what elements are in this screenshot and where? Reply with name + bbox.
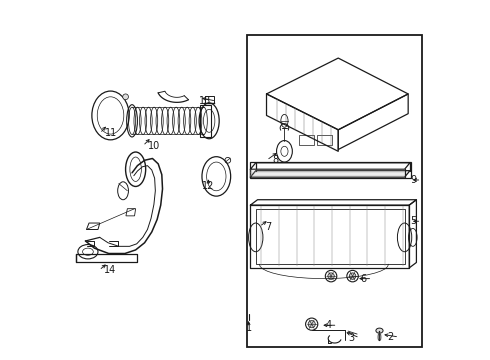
Bar [205,96,214,103]
Ellipse shape [349,273,356,279]
Text: 14: 14 [104,265,117,275]
Ellipse shape [328,273,334,279]
Text: 3: 3 [348,333,354,343]
Text: 7: 7 [265,222,271,231]
Bar [250,162,411,178]
Text: 2: 2 [388,332,394,342]
Bar [317,135,332,145]
Text: 11: 11 [105,129,118,138]
Bar [299,135,314,145]
Text: 13: 13 [198,96,211,106]
Bar [247,35,422,347]
Text: 8: 8 [272,155,278,165]
Ellipse shape [376,328,383,333]
Text: 10: 10 [148,141,160,151]
Text: 9: 9 [410,175,416,185]
Bar [256,209,405,264]
Text: 4: 4 [326,320,332,330]
Text: 1: 1 [245,323,252,333]
Ellipse shape [308,320,315,328]
Bar [200,105,211,137]
Text: 6: 6 [361,274,367,284]
Text: 12: 12 [202,181,215,192]
Text: 5: 5 [410,216,416,226]
Ellipse shape [122,94,128,100]
